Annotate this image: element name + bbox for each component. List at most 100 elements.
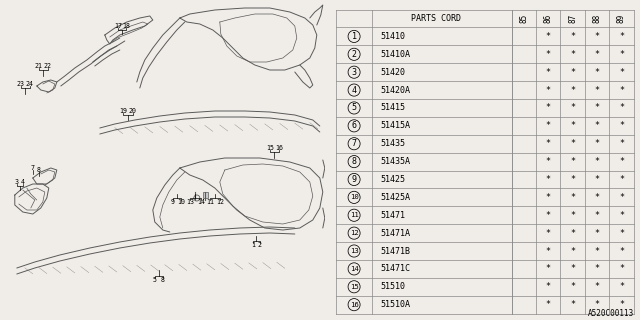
Text: 88: 88	[593, 14, 602, 23]
Text: *: *	[595, 85, 600, 95]
Text: 22: 22	[44, 63, 52, 69]
Text: *: *	[595, 157, 600, 166]
Text: 13: 13	[349, 248, 358, 254]
Text: 8: 8	[37, 167, 41, 173]
Text: A520C00113: A520C00113	[588, 309, 634, 318]
Text: 15: 15	[349, 284, 358, 290]
Text: 51510A: 51510A	[380, 300, 410, 309]
Text: 16: 16	[349, 302, 358, 308]
Text: *: *	[595, 282, 600, 291]
Text: 51425: 51425	[380, 175, 405, 184]
Text: *: *	[546, 85, 551, 95]
Text: 87: 87	[568, 14, 577, 23]
Text: *: *	[619, 157, 624, 166]
Text: *: *	[619, 50, 624, 59]
Text: 51510: 51510	[380, 282, 405, 291]
Text: 10: 10	[177, 199, 185, 205]
Text: 51471: 51471	[380, 211, 405, 220]
Text: 21: 21	[35, 63, 43, 69]
Text: *: *	[570, 211, 575, 220]
Text: *: *	[570, 175, 575, 184]
Text: 8: 8	[161, 277, 165, 283]
Text: *: *	[595, 300, 600, 309]
Text: *: *	[546, 68, 551, 77]
Text: 14: 14	[349, 266, 358, 272]
Text: *: *	[570, 300, 575, 309]
Text: *: *	[546, 282, 551, 291]
Text: 11: 11	[349, 212, 358, 218]
Text: 1: 1	[251, 242, 255, 248]
Text: *: *	[546, 211, 551, 220]
Text: 12: 12	[349, 230, 358, 236]
Text: *: *	[546, 193, 551, 202]
Text: 17: 17	[114, 23, 122, 29]
Text: *: *	[546, 300, 551, 309]
Text: *: *	[570, 193, 575, 202]
Text: *: *	[570, 228, 575, 238]
Text: 24: 24	[26, 81, 34, 87]
Text: 89: 89	[617, 14, 626, 23]
Text: 13: 13	[186, 199, 194, 205]
Text: 2: 2	[351, 50, 356, 59]
Text: 5: 5	[351, 103, 356, 112]
Text: *: *	[619, 121, 624, 130]
Text: *: *	[546, 157, 551, 166]
Text: *: *	[546, 175, 551, 184]
Text: 2: 2	[258, 242, 262, 248]
Text: *: *	[595, 121, 600, 130]
Text: *: *	[546, 264, 551, 273]
Text: *: *	[570, 246, 575, 255]
Text: *: *	[595, 246, 600, 255]
Text: 4: 4	[21, 179, 25, 185]
Text: 20: 20	[129, 108, 137, 114]
Text: *: *	[619, 282, 624, 291]
Text: PARTS CORD: PARTS CORD	[412, 14, 461, 23]
Text: 9: 9	[171, 199, 175, 205]
Text: 5: 5	[153, 277, 157, 283]
Text: *: *	[619, 193, 624, 202]
Text: *: *	[595, 211, 600, 220]
Text: 15: 15	[266, 145, 274, 151]
Text: 51435: 51435	[380, 139, 405, 148]
Text: 51410: 51410	[380, 32, 405, 41]
Text: *: *	[595, 175, 600, 184]
Text: 51420A: 51420A	[380, 85, 410, 95]
Text: 3: 3	[351, 68, 356, 77]
Text: 51425A: 51425A	[380, 193, 410, 202]
Text: 51420: 51420	[380, 68, 405, 77]
Text: 4: 4	[351, 85, 356, 95]
Text: 3: 3	[15, 179, 19, 185]
Text: *: *	[595, 228, 600, 238]
Text: *: *	[595, 50, 600, 59]
Text: *: *	[619, 175, 624, 184]
Text: 6: 6	[351, 121, 356, 130]
Text: *: *	[570, 139, 575, 148]
Text: *: *	[570, 157, 575, 166]
Text: 12: 12	[216, 199, 224, 205]
Text: *: *	[595, 68, 600, 77]
Text: 7: 7	[351, 139, 356, 148]
Text: *: *	[595, 139, 600, 148]
Text: *: *	[595, 264, 600, 273]
Text: *: *	[595, 103, 600, 112]
Text: *: *	[619, 211, 624, 220]
Text: *: *	[619, 300, 624, 309]
Text: *: *	[595, 193, 600, 202]
Text: 16: 16	[275, 145, 283, 151]
Text: *: *	[619, 228, 624, 238]
Text: *: *	[619, 246, 624, 255]
Text: *: *	[546, 139, 551, 148]
Bar	[203, 192, 208, 198]
Text: 86: 86	[544, 14, 553, 23]
Text: *: *	[619, 32, 624, 41]
Text: *: *	[619, 103, 624, 112]
Text: 8: 8	[351, 157, 356, 166]
Text: *: *	[570, 50, 575, 59]
Text: *: *	[570, 68, 575, 77]
Text: *: *	[546, 228, 551, 238]
Text: *: *	[595, 32, 600, 41]
Text: 51410A: 51410A	[380, 50, 410, 59]
Text: *: *	[619, 264, 624, 273]
Text: *: *	[619, 85, 624, 95]
Text: 23: 23	[17, 81, 25, 87]
